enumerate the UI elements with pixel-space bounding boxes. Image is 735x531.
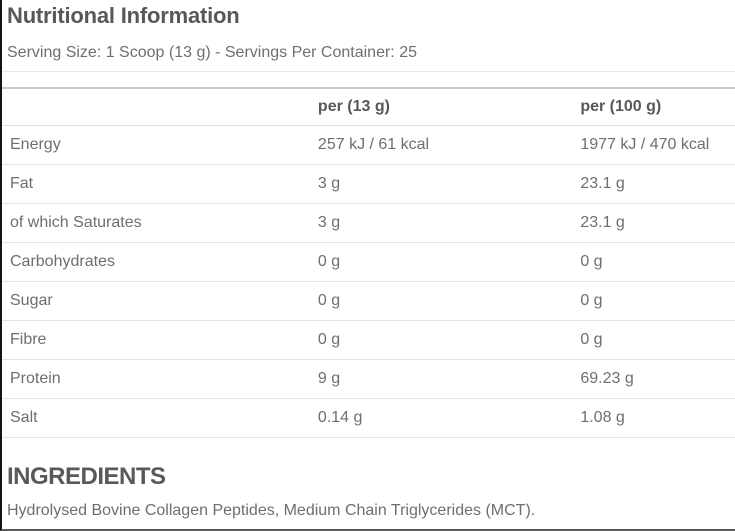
nutrient-name: Salt — [2, 398, 318, 438]
nutrient-per-100g: 1977 kJ / 470 kcal — [580, 125, 735, 165]
table-row-fibre: Fibre 0 g 0 g — [2, 320, 735, 360]
table-row-salt: Salt 0.14 g 1.08 g — [2, 398, 735, 438]
nutrient-per-100g: 1.08 g — [580, 398, 735, 438]
nutrient-per-serving: 0 g — [317, 242, 581, 282]
nutrient-name: Fibre — [2, 320, 318, 360]
nutrient-name: Sugar — [2, 281, 318, 321]
nutrient-per-serving: 257 kJ / 61 kcal — [317, 125, 581, 165]
nutrient-per-100g: 69.23 g — [580, 359, 735, 399]
table-body: Energy 257 kJ / 61 kcal 1977 kJ / 470 kc… — [2, 125, 735, 438]
table-row-fat: Fat 3 g 23.1 g — [2, 164, 735, 204]
nutrient-per-100g: 23.1 g — [580, 164, 735, 204]
table-row-carbohydrates: Carbohydrates 0 g 0 g — [2, 242, 735, 282]
ingredients-heading: INGREDIENTS — [7, 462, 166, 490]
table-row-energy: Energy 257 kJ / 61 kcal 1977 kJ / 470 kc… — [2, 125, 735, 165]
nutrient-per-serving: 9 g — [317, 359, 581, 399]
table-row-protein: Protein 9 g 69.23 g — [2, 359, 735, 399]
nutrient-per-100g: 0 g — [580, 320, 735, 360]
nutrient-per-serving: 0 g — [317, 320, 581, 360]
nutrient-name: Carbohydrates — [2, 242, 318, 282]
nutrient-per-100g: 0 g — [580, 281, 735, 321]
nutrient-per-100g: 0 g — [580, 242, 735, 282]
table-row-saturates: of which Saturates 3 g 23.1 g — [2, 203, 735, 243]
nutrient-per-serving: 3 g — [317, 164, 581, 204]
column-header-per-100g: per (100 g) — [580, 88, 735, 126]
nutrient-per-serving: 3 g — [317, 203, 581, 243]
table-header-row: per (13 g) per (100 g) — [2, 88, 735, 126]
nutrition-table: per (13 g) per (100 g) Energy 257 kJ / 6… — [2, 87, 735, 438]
nutrient-name: of which Saturates — [2, 203, 318, 243]
ingredients-text: Hydrolysed Bovine Collagen Peptides, Med… — [7, 501, 536, 519]
nutrient-per-100g: 23.1 g — [580, 203, 735, 243]
nutrient-per-serving: 0 g — [317, 281, 581, 321]
nutrient-name: Protein — [2, 359, 318, 399]
table-row-sugar: Sugar 0 g 0 g — [2, 281, 735, 321]
nutrient-per-serving: 0.14 g — [317, 398, 581, 438]
nutrient-name: Energy — [2, 125, 318, 165]
nutrient-name: Fat — [2, 164, 318, 204]
column-header-nutrient — [2, 88, 318, 126]
column-header-per-serving: per (13 g) — [317, 88, 581, 126]
panel-title: Nutritional Information — [7, 3, 240, 28]
serving-size-info: Serving Size: 1 Scoop (13 g) - Servings … — [2, 44, 735, 72]
